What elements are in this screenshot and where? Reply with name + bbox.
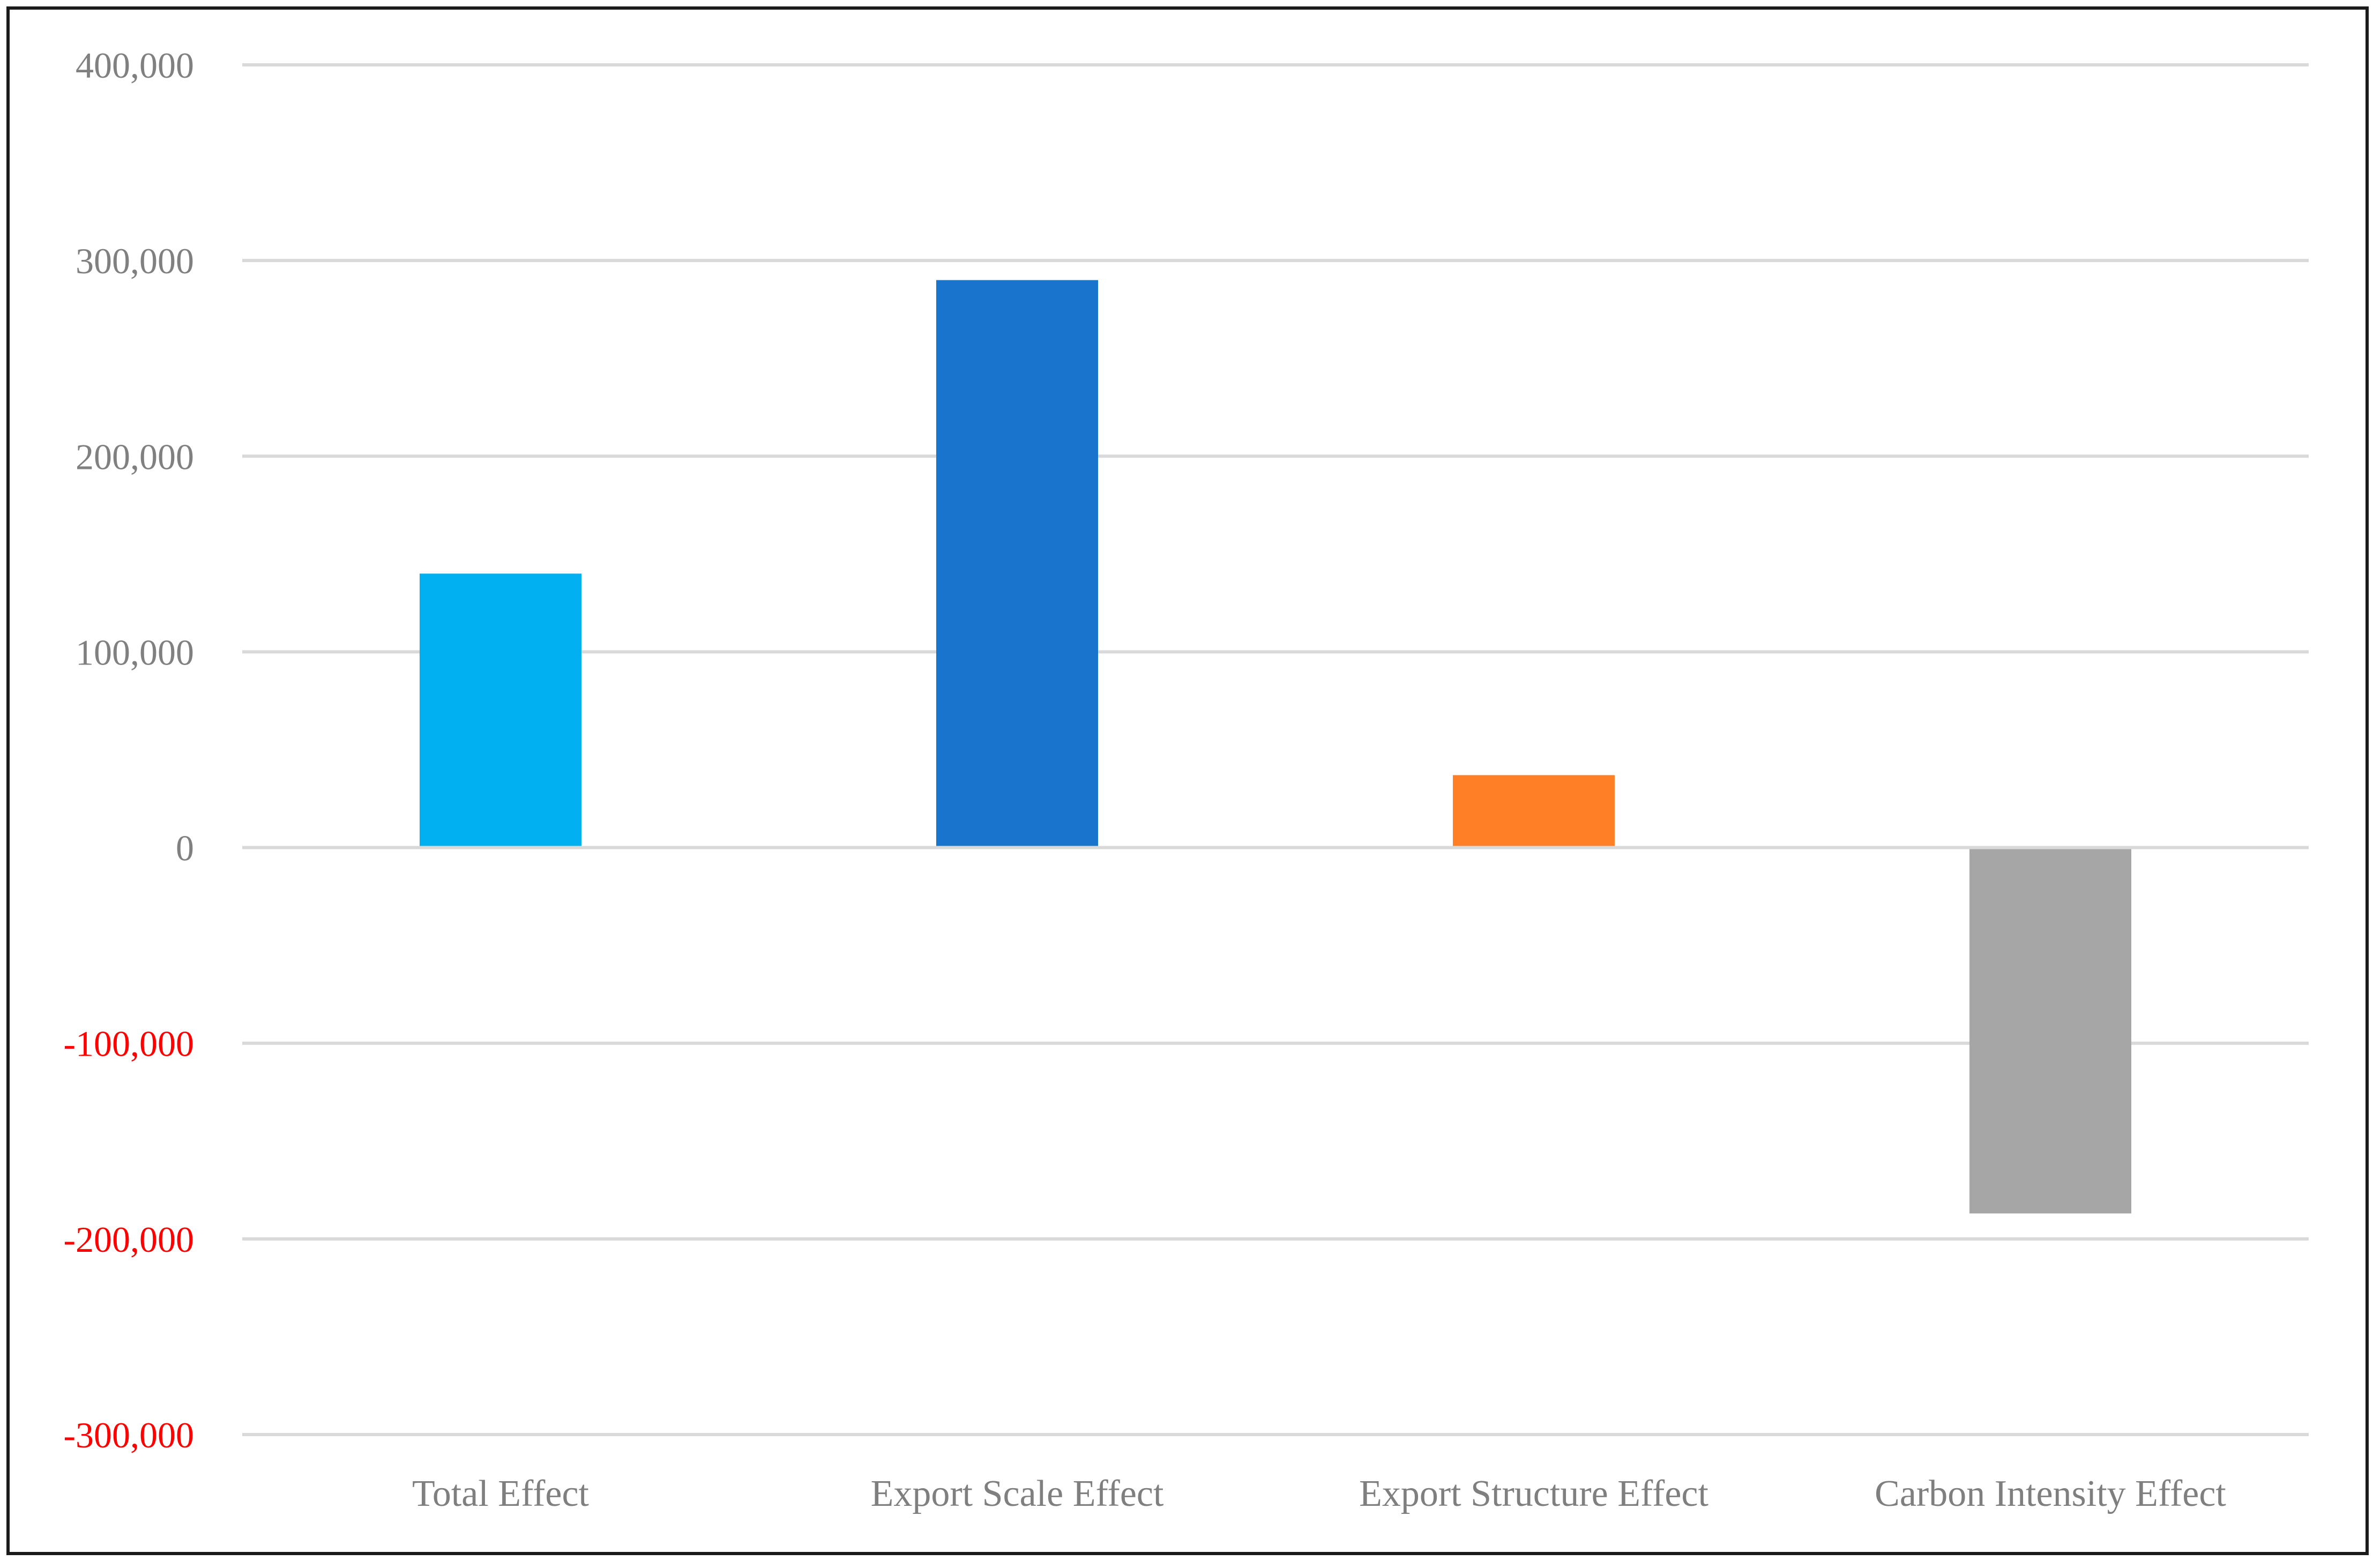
gridlines bbox=[242, 63, 2309, 1436]
y-tick-label: 300,000 bbox=[76, 241, 194, 281]
bar-export-structure-effect bbox=[1453, 775, 1615, 846]
bar-export-scale-effect bbox=[936, 280, 1098, 846]
y-tick-label: -100,000 bbox=[63, 1024, 194, 1064]
chart-frame bbox=[6, 6, 2369, 1555]
y-axis-tick-labels: 400,000 300,000 200,000 100,000 0 -100,000 -20… bbox=[63, 45, 194, 1455]
bar-carbon-intensity-effect bbox=[1969, 849, 2131, 1214]
x-category-label: Total Effect bbox=[412, 1473, 589, 1514]
y-tick-label: 200,000 bbox=[76, 436, 194, 477]
y-tick-label: 0 bbox=[176, 828, 194, 869]
x-axis-category-labels: Total Effect Export Scale Effect Export St… bbox=[412, 1473, 2226, 1514]
y-tick-label: 400,000 bbox=[76, 45, 194, 86]
y-tick-label: 100,000 bbox=[76, 632, 194, 673]
x-category-label: Carbon Intensity Effect bbox=[1875, 1473, 2226, 1514]
bars bbox=[420, 280, 2131, 1214]
bar-total-effect bbox=[420, 573, 581, 846]
x-category-label: Export Scale Effect bbox=[871, 1473, 1164, 1514]
y-tick-label: -200,000 bbox=[63, 1219, 194, 1260]
x-category-label: Export Structure Effect bbox=[1359, 1473, 1708, 1514]
y-tick-label: -300,000 bbox=[63, 1415, 194, 1455]
